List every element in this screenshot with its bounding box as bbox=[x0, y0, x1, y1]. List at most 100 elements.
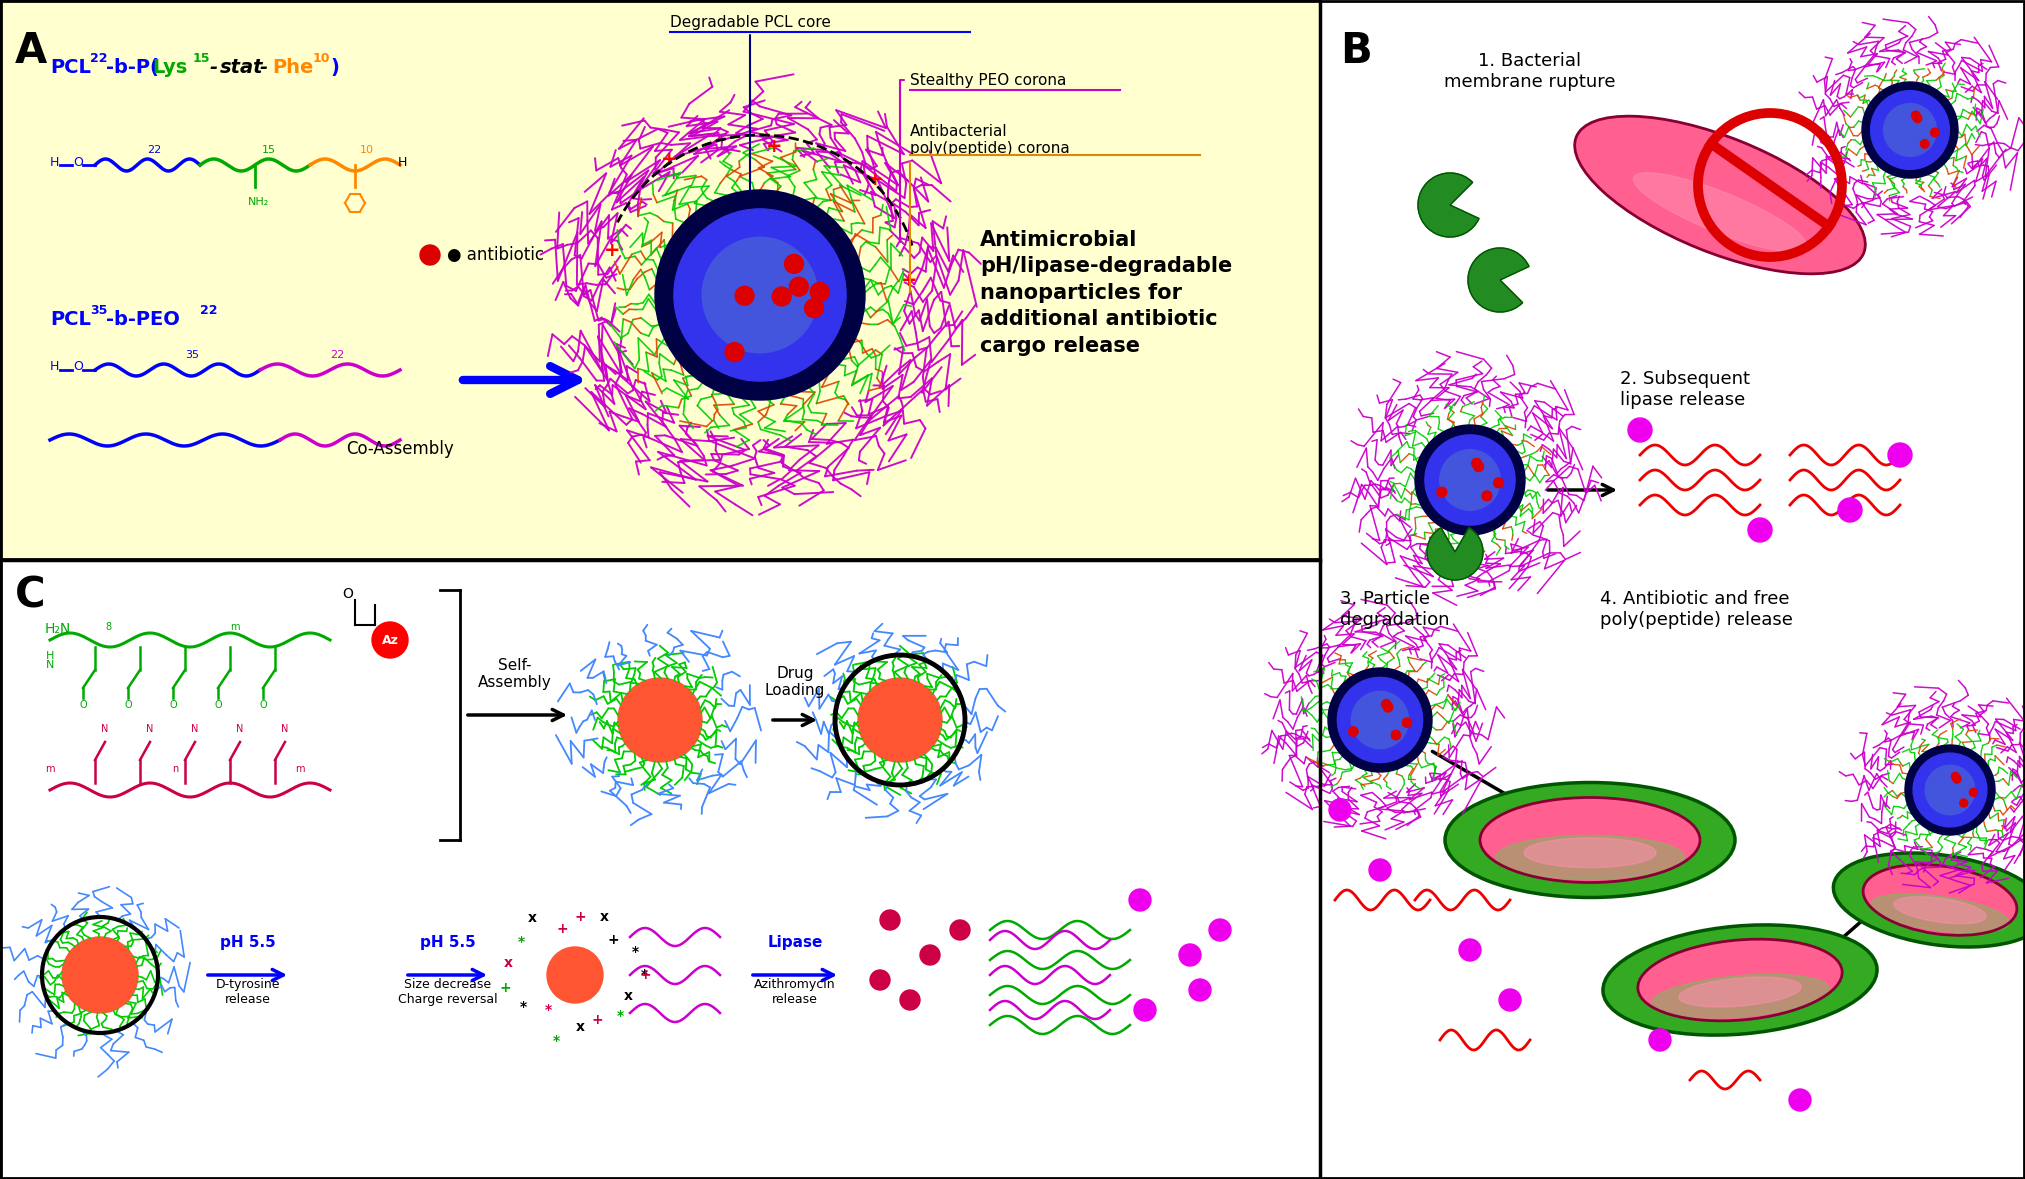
Circle shape bbox=[1914, 114, 1922, 123]
Text: -b-P(: -b-P( bbox=[105, 58, 158, 77]
Circle shape bbox=[1381, 699, 1391, 709]
Circle shape bbox=[373, 623, 407, 658]
Text: Az: Az bbox=[381, 633, 399, 646]
Text: D-tyrosine
release: D-tyrosine release bbox=[217, 979, 279, 1006]
Text: *: * bbox=[520, 1000, 527, 1014]
Text: ● antibiotic: ● antibiotic bbox=[448, 246, 545, 264]
Text: O: O bbox=[215, 700, 223, 710]
Text: 2. Subsequent
lipase release: 2. Subsequent lipase release bbox=[1620, 370, 1750, 409]
Text: +: + bbox=[660, 150, 676, 169]
Circle shape bbox=[1926, 765, 1974, 815]
Circle shape bbox=[1351, 691, 1409, 749]
Text: +: + bbox=[640, 968, 650, 982]
Circle shape bbox=[859, 678, 942, 762]
Text: pH 5.5: pH 5.5 bbox=[419, 935, 476, 950]
Text: 22: 22 bbox=[330, 350, 344, 360]
Wedge shape bbox=[1428, 528, 1482, 580]
Circle shape bbox=[1415, 424, 1525, 535]
Text: Drug
Loading: Drug Loading bbox=[765, 666, 826, 698]
Circle shape bbox=[1930, 129, 1940, 137]
Circle shape bbox=[804, 298, 824, 317]
Text: H: H bbox=[399, 156, 407, 169]
Text: O: O bbox=[124, 700, 132, 710]
Circle shape bbox=[618, 678, 703, 762]
Text: N: N bbox=[190, 724, 198, 735]
Circle shape bbox=[1952, 772, 1960, 780]
Bar bbox=[0, 0, 1320, 560]
Text: PCL: PCL bbox=[51, 310, 91, 329]
Circle shape bbox=[1952, 775, 1960, 783]
Text: O: O bbox=[79, 700, 87, 710]
Text: H
N: H N bbox=[47, 651, 55, 670]
Text: O: O bbox=[73, 156, 83, 169]
Text: 1. Bacterial
membrane rupture: 1. Bacterial membrane rupture bbox=[1444, 52, 1616, 91]
Text: O: O bbox=[73, 361, 83, 374]
Text: 4. Antibiotic and free
poly(peptide) release: 4. Antibiotic and free poly(peptide) rel… bbox=[1600, 590, 1792, 628]
Circle shape bbox=[1130, 889, 1150, 911]
Text: +: + bbox=[765, 137, 782, 156]
Text: O: O bbox=[342, 587, 354, 601]
Ellipse shape bbox=[1650, 974, 1829, 1019]
Circle shape bbox=[1383, 703, 1393, 712]
Text: +: + bbox=[575, 910, 585, 924]
Circle shape bbox=[725, 343, 743, 362]
Text: +: + bbox=[498, 981, 510, 995]
Text: B: B bbox=[1341, 29, 1371, 72]
Ellipse shape bbox=[1525, 838, 1656, 868]
Text: -b-PEO: -b-PEO bbox=[105, 310, 180, 329]
Text: 35: 35 bbox=[89, 304, 107, 317]
Text: -: - bbox=[211, 58, 219, 77]
Ellipse shape bbox=[1638, 940, 1843, 1021]
Circle shape bbox=[1179, 944, 1201, 966]
Text: 22: 22 bbox=[200, 304, 217, 317]
Text: Lipase: Lipase bbox=[767, 935, 822, 950]
Circle shape bbox=[1494, 477, 1503, 488]
Circle shape bbox=[1628, 419, 1652, 442]
Text: O: O bbox=[259, 700, 267, 710]
Text: Co-Assembly: Co-Assembly bbox=[346, 440, 454, 457]
Circle shape bbox=[1438, 487, 1446, 498]
Text: Degradable PCL core: Degradable PCL core bbox=[670, 14, 830, 192]
Text: H: H bbox=[51, 361, 59, 374]
Ellipse shape bbox=[1604, 924, 1877, 1035]
Circle shape bbox=[790, 277, 808, 296]
Text: H₂N: H₂N bbox=[45, 623, 71, 635]
Circle shape bbox=[1328, 668, 1432, 772]
Text: x: x bbox=[599, 910, 608, 924]
Text: x: x bbox=[575, 1020, 585, 1034]
Text: stat: stat bbox=[221, 58, 263, 77]
Text: C: C bbox=[14, 575, 47, 617]
Circle shape bbox=[1134, 999, 1156, 1021]
Ellipse shape bbox=[1833, 852, 2025, 947]
Ellipse shape bbox=[1871, 894, 2009, 933]
Text: -: - bbox=[259, 58, 267, 77]
Text: 15: 15 bbox=[192, 52, 211, 65]
Ellipse shape bbox=[1634, 173, 1806, 252]
Text: m: m bbox=[296, 764, 304, 773]
Wedge shape bbox=[1468, 248, 1529, 312]
Circle shape bbox=[654, 190, 865, 400]
Text: x: x bbox=[504, 955, 512, 969]
Ellipse shape bbox=[1496, 836, 1685, 880]
Circle shape bbox=[1391, 730, 1401, 739]
Circle shape bbox=[881, 910, 899, 930]
Text: *: * bbox=[553, 1034, 559, 1048]
Circle shape bbox=[772, 286, 792, 307]
Circle shape bbox=[1883, 104, 1936, 157]
Circle shape bbox=[1648, 1029, 1671, 1050]
Circle shape bbox=[1871, 91, 1950, 170]
Circle shape bbox=[1748, 518, 1772, 542]
Ellipse shape bbox=[1575, 117, 1865, 274]
Circle shape bbox=[1482, 490, 1492, 501]
Text: N: N bbox=[237, 724, 243, 735]
Bar bbox=[0, 559, 1320, 1179]
Circle shape bbox=[1328, 799, 1351, 821]
Circle shape bbox=[1472, 459, 1482, 468]
Text: *: * bbox=[516, 935, 524, 948]
Ellipse shape bbox=[1679, 977, 1802, 1007]
Wedge shape bbox=[1418, 173, 1478, 237]
Text: Antibacterial
poly(peptide) corona: Antibacterial poly(peptide) corona bbox=[909, 124, 1069, 292]
Text: x: x bbox=[624, 988, 632, 1002]
Circle shape bbox=[1189, 979, 1211, 1001]
Circle shape bbox=[1369, 859, 1391, 881]
